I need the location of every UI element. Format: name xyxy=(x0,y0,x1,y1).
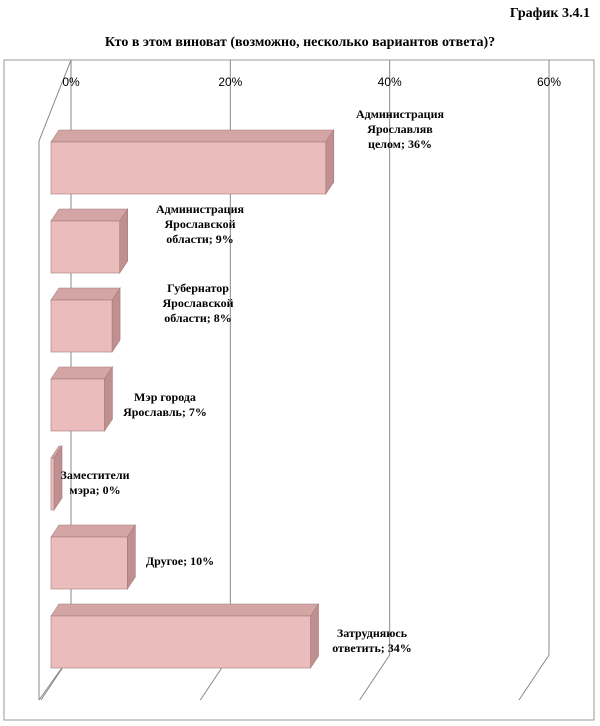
side-wall-top xyxy=(38,59,72,142)
data-label: Мэр города Ярославль; 7% xyxy=(123,390,207,419)
gridline-floor xyxy=(359,654,391,701)
bar xyxy=(50,378,105,432)
figure-label: График 3.4.1 xyxy=(509,6,590,21)
bar-top xyxy=(50,603,320,617)
bar-top xyxy=(50,366,113,380)
chart-border xyxy=(3,59,595,721)
x-tick-label: 60% xyxy=(537,75,561,89)
bar-top xyxy=(50,524,136,538)
bar xyxy=(50,536,128,590)
bar xyxy=(50,220,120,274)
data-label: Другое; 10% xyxy=(146,554,214,568)
x-tick-label: 0% xyxy=(62,75,80,89)
bar xyxy=(50,457,55,511)
data-label: Администрация Ярославляв целом; 36% xyxy=(356,107,445,151)
bar-top xyxy=(50,208,129,222)
bar xyxy=(50,141,327,195)
x-tick-label: 40% xyxy=(378,75,402,89)
bar xyxy=(50,615,311,669)
bar-top xyxy=(50,129,335,143)
bar xyxy=(50,299,113,353)
data-label: Губернатор Ярославской области; 8% xyxy=(162,281,233,325)
data-label: Затрудняюсь ответить; 34% xyxy=(332,626,412,655)
chart-title: Кто в этом виноват (возможно, несколько … xyxy=(104,35,496,50)
data-label: Администрация Ярославской области; 9% xyxy=(156,202,245,246)
gridline-floor xyxy=(518,654,550,701)
x-tick-label: 20% xyxy=(218,75,242,89)
bar-top xyxy=(50,287,121,301)
data-label: Заместители мэра; 0% xyxy=(61,468,130,497)
